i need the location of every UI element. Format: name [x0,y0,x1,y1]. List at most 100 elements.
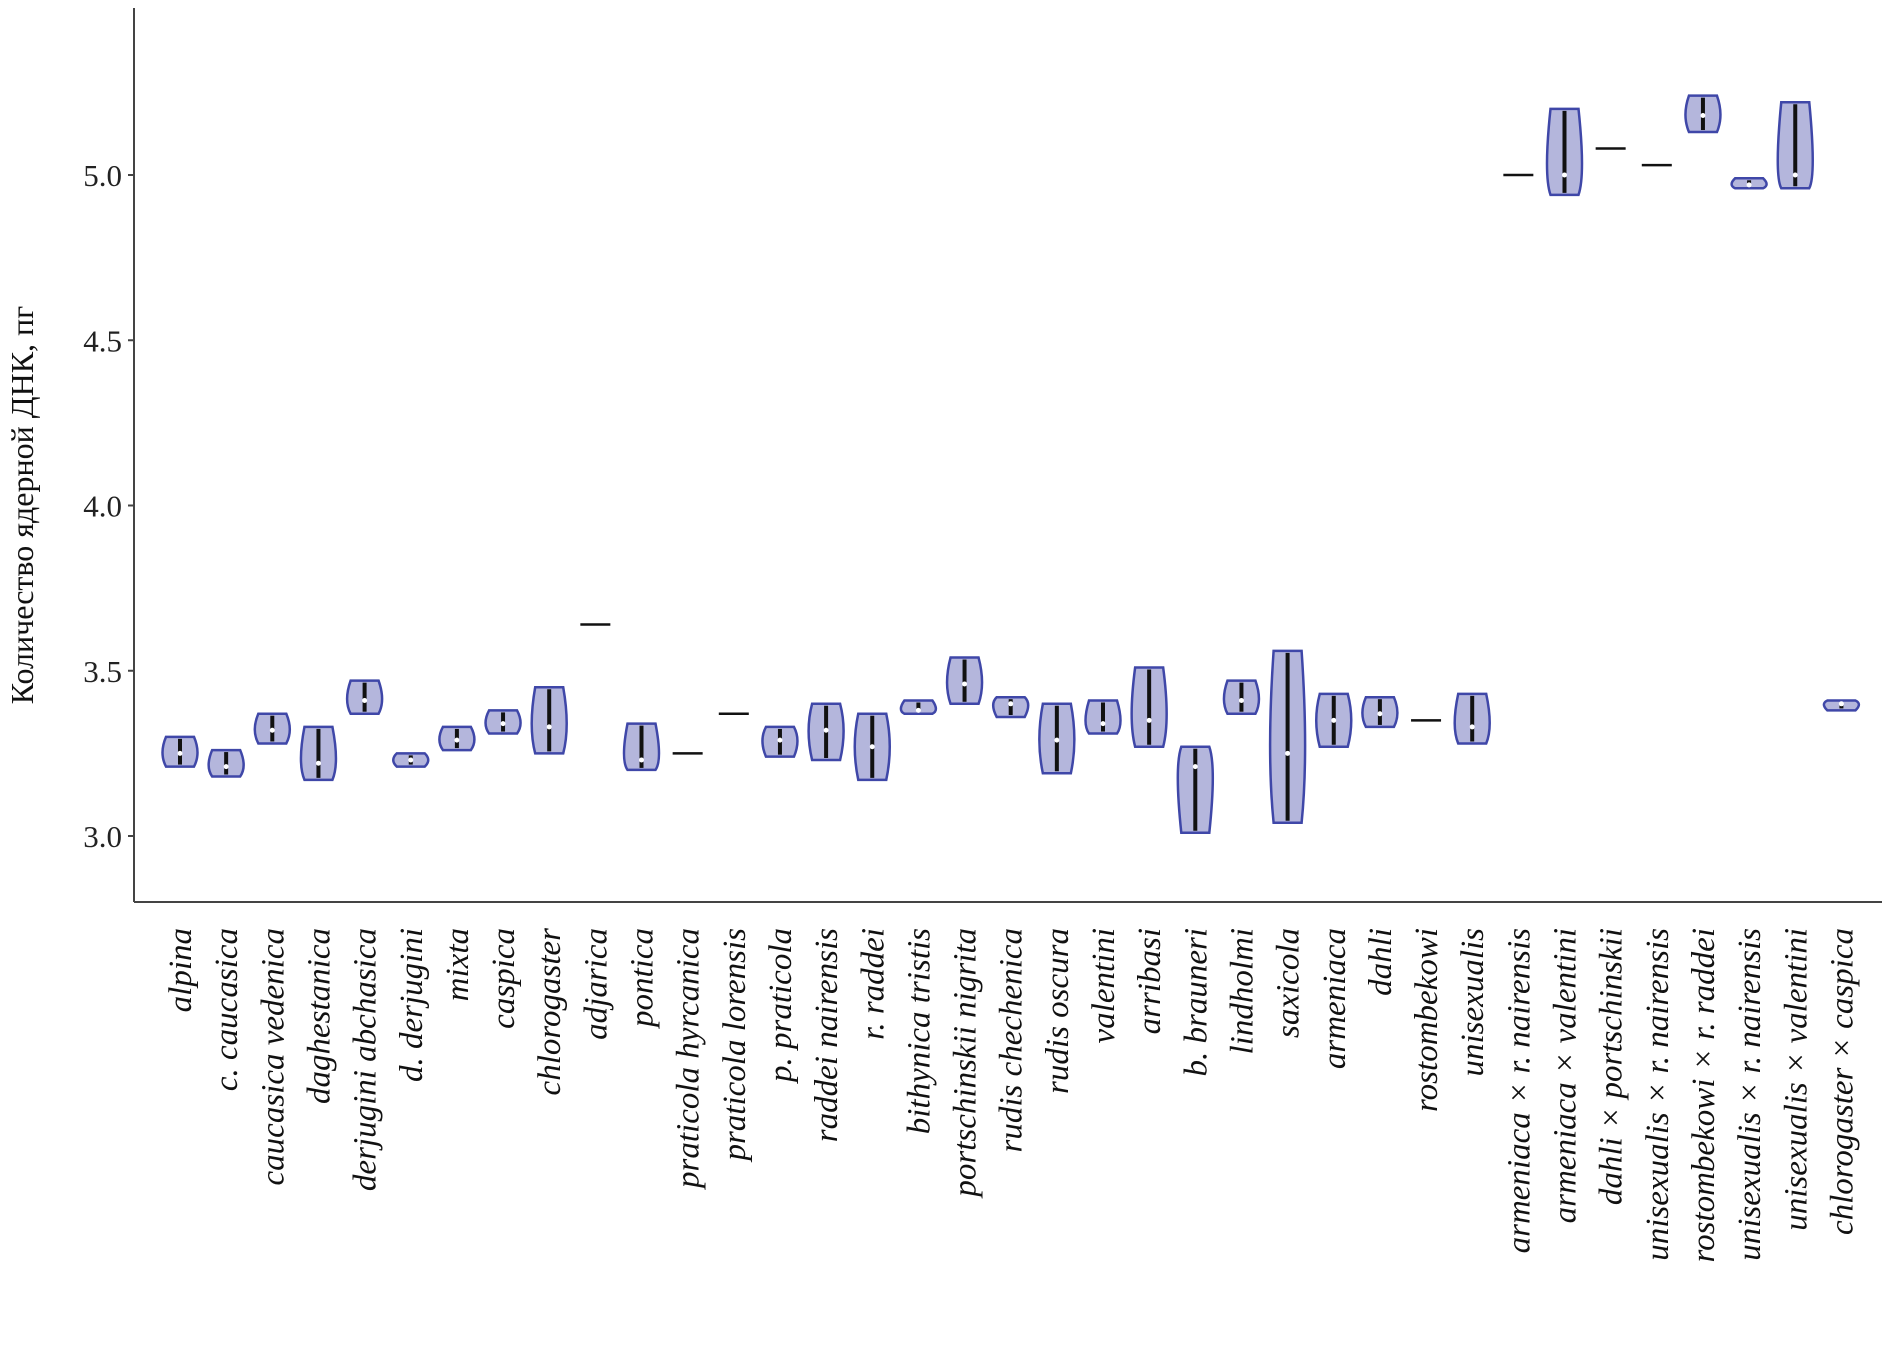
violin-27 [1361,695,1399,729]
category-label: chlorogaster × caspica [1824,928,1860,1235]
violin-7 [438,725,476,752]
violin-4 [299,725,338,782]
category-label: praticola hyrcanica [671,928,707,1190]
violin-29 [1453,692,1491,745]
violin-24 [1222,679,1261,715]
category-label: praticola lorensis [717,928,753,1163]
violin-9 [530,686,568,755]
violin-median [1792,172,1798,178]
violin-median [1146,717,1152,723]
category-label: armeniaca [1317,928,1353,1069]
violin-14 [761,725,799,758]
violin-median [1100,721,1106,727]
category-label: alpina [163,928,199,1012]
violin-20 [1038,702,1076,775]
violin-25 [1268,649,1307,825]
violin-17 [899,699,938,715]
category-label: rudis chechenica [994,928,1030,1153]
violin-22 [1130,666,1168,749]
category-label: pontica [625,928,661,1029]
violin-median [915,707,921,713]
y-tick-label: 4.0 [83,489,122,524]
category-label: bithynica tristis [901,928,937,1134]
category-label: valentini [1086,928,1122,1043]
category-label: r. raddei [855,928,891,1040]
violin-37 [1822,699,1861,712]
category-label: mixta [440,928,476,1001]
violin-15 [807,702,845,762]
violin-31 [1545,107,1584,197]
violin-36 [1776,101,1814,190]
category-label: rudis oscura [1040,928,1076,1094]
violin-median [454,737,460,743]
category-label: p. praticola [763,928,799,1084]
violin-median [1469,724,1475,730]
category-label: b. brauneri [1178,928,1214,1077]
violin-6 [392,752,430,768]
violin-median [1238,697,1244,703]
category-label: adjarica [578,928,614,1040]
category-label: armeniaca × r. nairensis [1501,928,1537,1253]
category-label: derjugini abchasica [348,928,384,1191]
category-label: raddei nairensis [809,928,845,1142]
violin-8 [484,709,522,735]
category-label: portschinskii nigrita [948,928,984,1199]
y-tick-label: 3.0 [83,819,122,854]
violin-16 [853,712,891,782]
category-label: unisexualis × valentini [1778,928,1814,1231]
violin-median [823,727,829,733]
y-tick-label: 4.5 [83,323,122,358]
category-label: armeniaca × valentini [1548,928,1584,1223]
category-label: saxicola [1271,928,1307,1038]
violin-median [408,757,414,763]
category-label: unisexualis × r. nairensis [1732,928,1768,1261]
violin-median [362,697,368,703]
violin-18 [945,656,984,706]
violin-median [777,737,783,743]
category-label: dahli [1363,928,1399,996]
violin-34 [1684,94,1722,134]
violins [161,94,1861,834]
category-label: caucasica vedenica [255,928,291,1185]
violin-median [1331,717,1337,723]
violin-median [1008,701,1014,707]
y-tick-label: 3.5 [83,654,122,689]
violin-median [1377,711,1383,717]
category-label: d. derjugini [394,928,430,1082]
y-ticks: 3.0 3.5 4.0 4.5 5.0 [83,158,134,854]
violin-median [1192,764,1198,770]
violin-median [315,760,321,766]
category-label: rostombekowi × r. raddei [1686,928,1722,1263]
violin-19 [991,695,1030,719]
category-label: dahli × portschinskii [1594,928,1630,1205]
category-label: arribasi [1132,928,1168,1034]
violin-23 [1176,745,1215,834]
violin-3 [253,712,292,745]
violin-median [1054,737,1060,743]
category-label: unisexualis [1455,928,1491,1076]
violin-median [639,757,644,763]
y-axis-label: Количество ядерной ДНК, пг [4,306,40,705]
category-label: unisexualis × r. nairensis [1640,928,1676,1261]
category-labels: alpina c. caucasica caucasica vedenica dagh… [163,928,1860,1263]
violin-26 [1315,692,1353,749]
violin-35 [1730,177,1768,190]
violin-median [962,681,968,687]
category-label: rostombekowi [1409,928,1445,1112]
y-tick-label: 5.0 [83,158,122,193]
violin-2 [207,748,245,778]
violin-21 [1084,699,1122,735]
violin-median [177,750,183,756]
violin-11 [622,722,661,772]
category-label: chlorogaster [532,928,568,1096]
violin-1 [161,735,199,768]
violin-median [1562,172,1567,178]
category-label: lindholmi [1224,928,1260,1055]
violin-median [1700,113,1706,119]
violin-median [546,724,552,730]
violin-5 [345,679,384,715]
violin-median [869,744,875,750]
violin-median [1285,750,1291,756]
violin-median [223,764,229,770]
